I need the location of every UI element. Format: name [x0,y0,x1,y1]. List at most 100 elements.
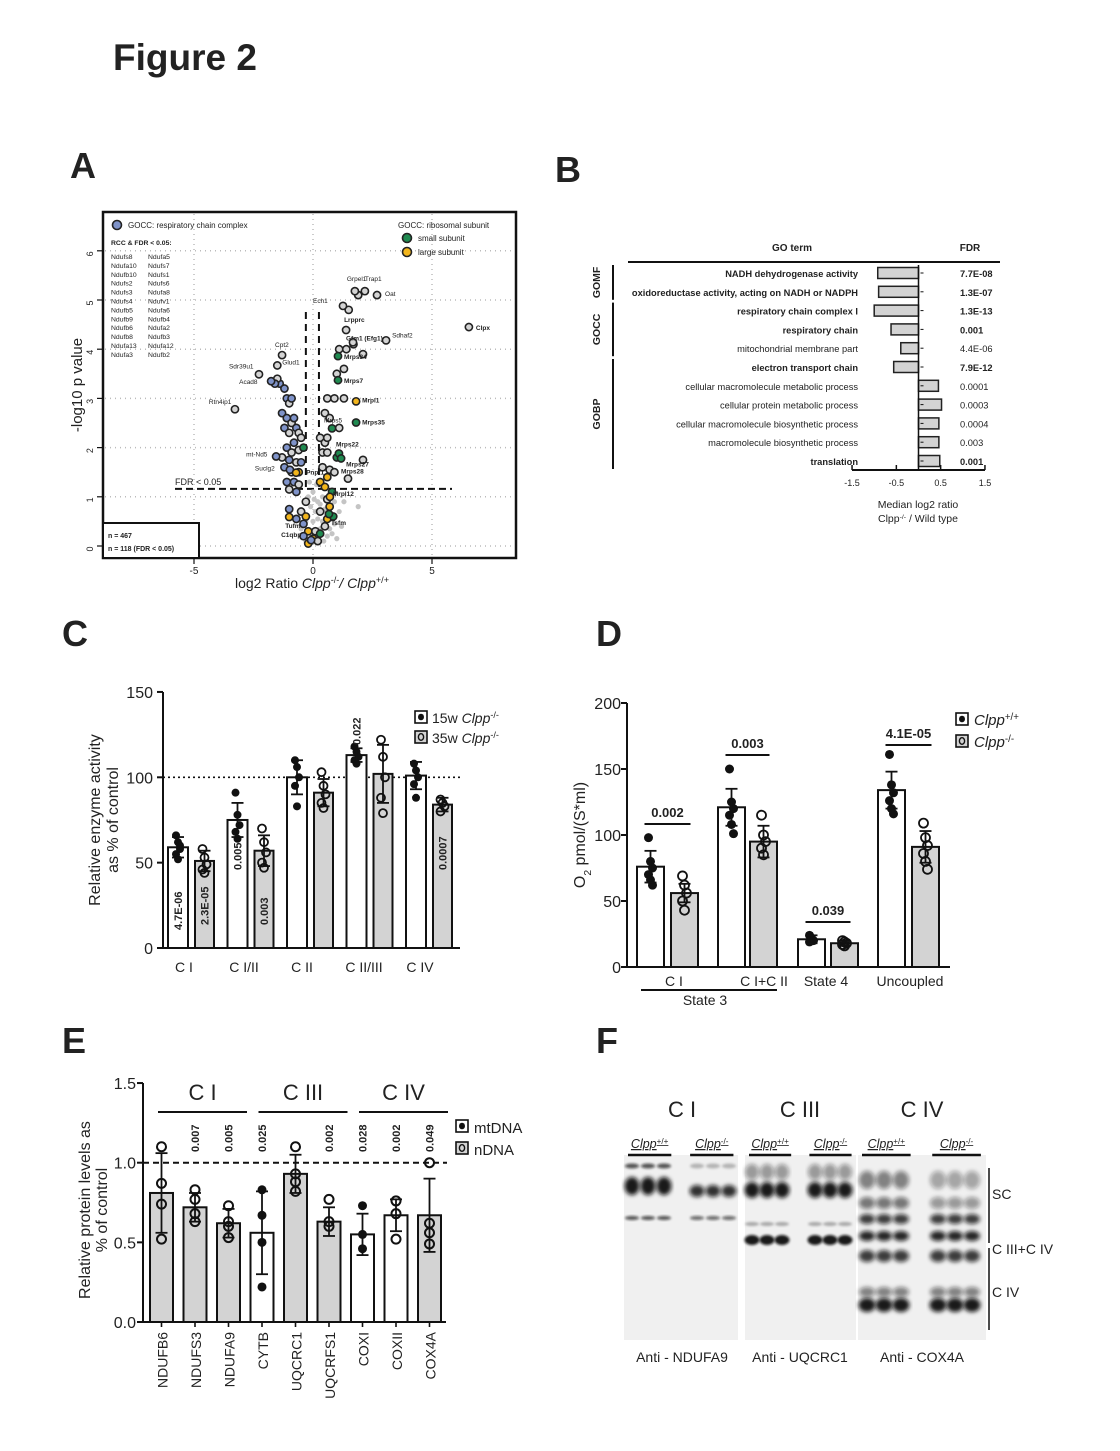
labeled-point [360,286,370,296]
bar-15w [345,754,368,950]
labeled-point [271,452,281,461]
blot-band [859,1214,875,1224]
p-value-label: 0.005 [233,842,245,870]
text-part: Clpp [814,1137,840,1151]
replicate-point [412,793,420,802]
point-label: Sdr39u1 [229,363,254,370]
point-label: Glud1 [282,359,300,366]
rcc-gene: Ndufa8 [148,290,170,297]
text-part: Clpp [302,575,331,591]
replicate-point [644,833,653,843]
legend-marker-large [401,246,413,258]
blot-band [929,1298,947,1312]
replicate-point [677,870,688,882]
band-label-sc: SC [992,1186,1011,1202]
labeled-point [464,322,474,332]
y-tick-label: 2 [85,448,95,453]
labeled-point [324,509,334,519]
blot-band [690,1163,704,1169]
x-tick-label: CYTB [255,1332,271,1369]
rcc-gene: Ndufa3 [111,352,133,359]
blot-band [838,1222,852,1226]
data-point [325,502,335,512]
blot-band [964,1214,980,1224]
data-point [284,428,294,438]
antibody-label: Anti - COX4A [880,1349,965,1365]
blot-band [930,1250,946,1262]
point-label: Trap1 [365,276,382,283]
text-part: +/+ [376,575,389,585]
point-label: Gfm1 (Efg1) [346,335,383,342]
rcc-gene: Ndufa12 [148,343,174,350]
go-bar [892,360,920,374]
replicate-point [316,767,327,778]
blot-band [640,1177,656,1195]
data-point [320,521,330,531]
blot-band [705,1185,721,1197]
labeled-point [306,535,316,545]
n-total: n = 467 [108,533,132,540]
data-point [339,364,349,374]
blot-band [876,1171,892,1189]
blot-band [759,1182,775,1198]
blot-band [744,1182,760,1198]
x-tick-label: C I [665,973,683,989]
text-part: / Clpp [338,575,376,591]
replicate-point [729,829,738,839]
data-point [358,349,368,359]
go-bar [890,323,920,336]
go-term-label: respiratory chain [783,325,859,335]
antibody-label: Anti - UQCRC1 [752,1349,848,1365]
replicate-point [679,904,690,916]
blot-band [625,1163,639,1169]
panel-letter-F: F [596,1020,618,1061]
nonsignificant-point [310,518,316,525]
blot-band [657,1163,671,1169]
y-tick-label: 100 [126,770,153,787]
x-tick-label: Uncoupled [877,973,944,989]
point-label: Mrps7 [344,378,364,385]
fdr-value: 4.4E-06 [960,344,993,354]
blot-band [774,1182,790,1198]
rcc-gene: Ndufa13 [111,343,137,350]
data-point [344,305,354,315]
labeled-point [254,369,264,379]
labeled-point [266,376,276,386]
data-point [280,384,289,393]
blot-band [876,1250,892,1262]
point-label: Rtn4ip1 [209,399,232,406]
nonsignificant-point [331,521,338,527]
data-point [322,448,332,457]
point-label: Mrps28 [341,469,364,476]
nonsignificant-point [334,536,340,542]
legend-box [955,734,969,748]
replicate-point [320,789,331,800]
labeled-point [325,492,335,502]
text-part: 2 [583,870,594,876]
y-tick-label: 0 [85,546,95,551]
rcc-gene: Ndufb9 [111,316,133,323]
point-label: Mrps22 [336,442,359,449]
figure-content: Figure 2 A B C D E F 0 1 2 3 4 5 6 -5 0 5 -log10 p value l… [62,37,1054,1399]
blot-band [963,1298,981,1312]
panel-letter-A: A [70,145,96,186]
p-value-label: 0.022 [352,717,364,745]
go-term-label: cellular macromolecule metabolic process [685,382,858,392]
blot-band [930,1231,946,1241]
replicate-point [156,1233,167,1245]
x-tick-label: NDUFA9 [222,1332,238,1387]
panel-letter-D: D [596,613,622,654]
blot-band [930,1171,946,1189]
data-point [299,531,308,541]
y-axis-label-2: % of control [94,1168,111,1252]
go-term-label: respiratory chain complex I [737,307,858,317]
replicate-point [290,1141,301,1153]
legend-marker-small [401,232,413,244]
replicate-point [323,1193,335,1205]
x-tick-label: C I/II [229,959,259,975]
text-part: 35w [432,730,459,746]
y-tick-label: 1.5 [114,1076,136,1093]
text-part: Clpp [751,1137,777,1151]
blot-band [808,1164,822,1180]
replicate-point [293,802,301,811]
